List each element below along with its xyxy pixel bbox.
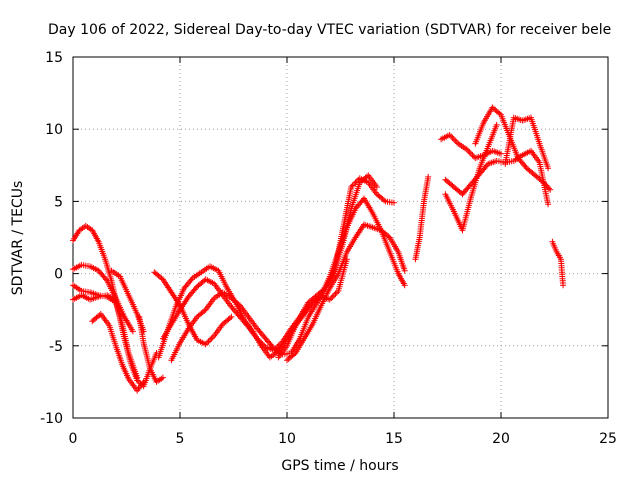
series-markers [438,132,504,162]
series-markers [412,173,432,263]
series-markers [284,221,408,364]
series-markers [502,114,552,172]
axis-ticks: 0 5 10 15 20 25 -10 -5 0 5 10 15 [40,50,617,447]
series-track-18 [472,104,554,193]
series-markers [70,261,136,335]
chart-title: Day 106 of 2022, Sidereal Day-to-day VTE… [48,22,611,38]
series-track-5 [89,311,147,394]
series-track-14 [412,173,432,263]
series-markers [89,311,147,394]
y-tick-label: 0 [54,267,63,283]
y-tick-label: 15 [45,50,63,66]
series-track-4 [70,292,117,303]
series-markers [442,121,500,234]
series-track-20 [549,238,567,289]
series-track-17 [442,121,500,234]
y-tick-label: 5 [54,194,63,210]
x-tick-label: 5 [176,431,185,447]
y-tick-label: -10 [40,411,63,427]
x-axis-label: GPS time / hours [281,458,398,474]
x-tick-label: 10 [278,431,296,447]
series-markers [472,104,554,193]
series-markers [159,175,397,354]
x-tick-label: 15 [385,431,403,447]
series-markers [70,292,117,303]
x-tick-label: 25 [599,431,617,447]
series-track-19 [502,114,552,172]
series-track-13 [284,221,408,364]
series-track-8 [151,269,235,348]
y-tick-label: -5 [49,339,63,355]
data-points [70,104,567,394]
series-track-15 [438,132,504,162]
y-tick-label: 10 [45,122,63,138]
y-axis-label: SDTVAR / TECUs [10,181,26,296]
series-markers [136,313,166,385]
x-tick-label: 20 [492,431,510,447]
x-tick-label: 0 [69,431,78,447]
series-markers [151,269,235,348]
series-markers [549,238,567,289]
series-track-2 [70,261,136,335]
series-track-11 [159,175,397,354]
series-track-7 [136,313,166,385]
